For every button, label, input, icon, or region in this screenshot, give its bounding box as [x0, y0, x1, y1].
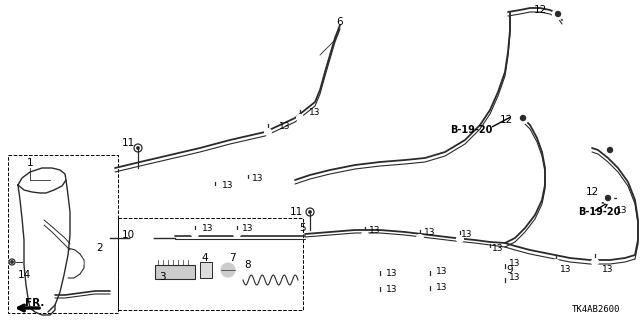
Text: 12: 12 [499, 115, 513, 125]
Circle shape [264, 129, 271, 135]
Text: 13: 13 [369, 226, 381, 235]
Text: 13: 13 [252, 173, 264, 182]
Text: 5: 5 [299, 223, 305, 233]
Bar [8, 155, 118, 313]
Text: 11: 11 [289, 207, 303, 217]
Circle shape [362, 231, 369, 238]
Circle shape [521, 104, 529, 112]
Circle shape [306, 208, 314, 216]
Text: 14: 14 [17, 270, 31, 280]
Text: FR.: FR. [26, 298, 45, 308]
Text: 1: 1 [27, 158, 33, 168]
Circle shape [607, 148, 612, 153]
Text: 10: 10 [122, 230, 134, 240]
Text: 6: 6 [337, 17, 343, 27]
Text: 13: 13 [436, 268, 448, 276]
Circle shape [309, 211, 311, 213]
Circle shape [605, 193, 615, 203]
Text: B-19-20: B-19-20 [450, 125, 492, 135]
Text: 13: 13 [492, 244, 504, 252]
Text: 7: 7 [228, 253, 236, 263]
Bar [118, 218, 303, 310]
Text: 13: 13 [243, 223, 253, 233]
Circle shape [221, 263, 235, 277]
Circle shape [307, 83, 317, 93]
Text: 11: 11 [122, 138, 134, 148]
Circle shape [296, 115, 303, 122]
Circle shape [417, 235, 424, 242]
Text: 13: 13 [602, 266, 614, 275]
Circle shape [69, 256, 83, 270]
Circle shape [518, 113, 529, 124]
Circle shape [191, 230, 198, 237]
Text: 3: 3 [159, 272, 165, 282]
Circle shape [9, 259, 15, 265]
Text: 13: 13 [461, 229, 473, 238]
Bar [200, 262, 212, 278]
Text: 13: 13 [202, 223, 214, 233]
Circle shape [602, 193, 614, 204]
Circle shape [131, 227, 153, 249]
Text: 9: 9 [507, 265, 513, 275]
Circle shape [510, 110, 520, 120]
Text: 8: 8 [244, 260, 252, 270]
Circle shape [591, 259, 598, 266]
Text: 12: 12 [533, 5, 547, 15]
Text: 13: 13 [387, 285, 397, 294]
Circle shape [605, 145, 616, 156]
Circle shape [426, 278, 433, 285]
Circle shape [244, 180, 252, 187]
Circle shape [234, 230, 241, 237]
Bar [155, 265, 195, 279]
Circle shape [376, 279, 383, 286]
Circle shape [134, 144, 142, 152]
Text: 13: 13 [436, 283, 448, 292]
Text: 12: 12 [586, 187, 598, 197]
Circle shape [618, 195, 625, 202]
Circle shape [211, 187, 218, 194]
Text: 13: 13 [279, 122, 291, 131]
Circle shape [137, 147, 140, 149]
Circle shape [11, 261, 13, 263]
Text: 13: 13 [509, 259, 521, 268]
Text: 13: 13 [560, 266, 572, 275]
Text: 13: 13 [387, 268, 397, 277]
Text: 2: 2 [97, 243, 103, 253]
Circle shape [456, 236, 463, 243]
Circle shape [486, 249, 493, 255]
Circle shape [426, 263, 433, 270]
Circle shape [502, 257, 509, 263]
Circle shape [502, 270, 509, 277]
Text: 4: 4 [202, 253, 208, 263]
Circle shape [136, 232, 148, 244]
Text: 13: 13 [616, 205, 628, 214]
Circle shape [552, 9, 563, 20]
Text: 13: 13 [222, 180, 234, 189]
Text: 13: 13 [509, 274, 521, 283]
Circle shape [376, 263, 383, 270]
Circle shape [520, 116, 525, 121]
Text: B-19-20: B-19-20 [578, 207, 620, 217]
Text: 13: 13 [309, 108, 321, 116]
Text: 13: 13 [424, 228, 436, 236]
Circle shape [552, 260, 559, 267]
Circle shape [605, 196, 611, 201]
Circle shape [556, 12, 561, 17]
Text: TK4AB2600: TK4AB2600 [572, 305, 620, 314]
